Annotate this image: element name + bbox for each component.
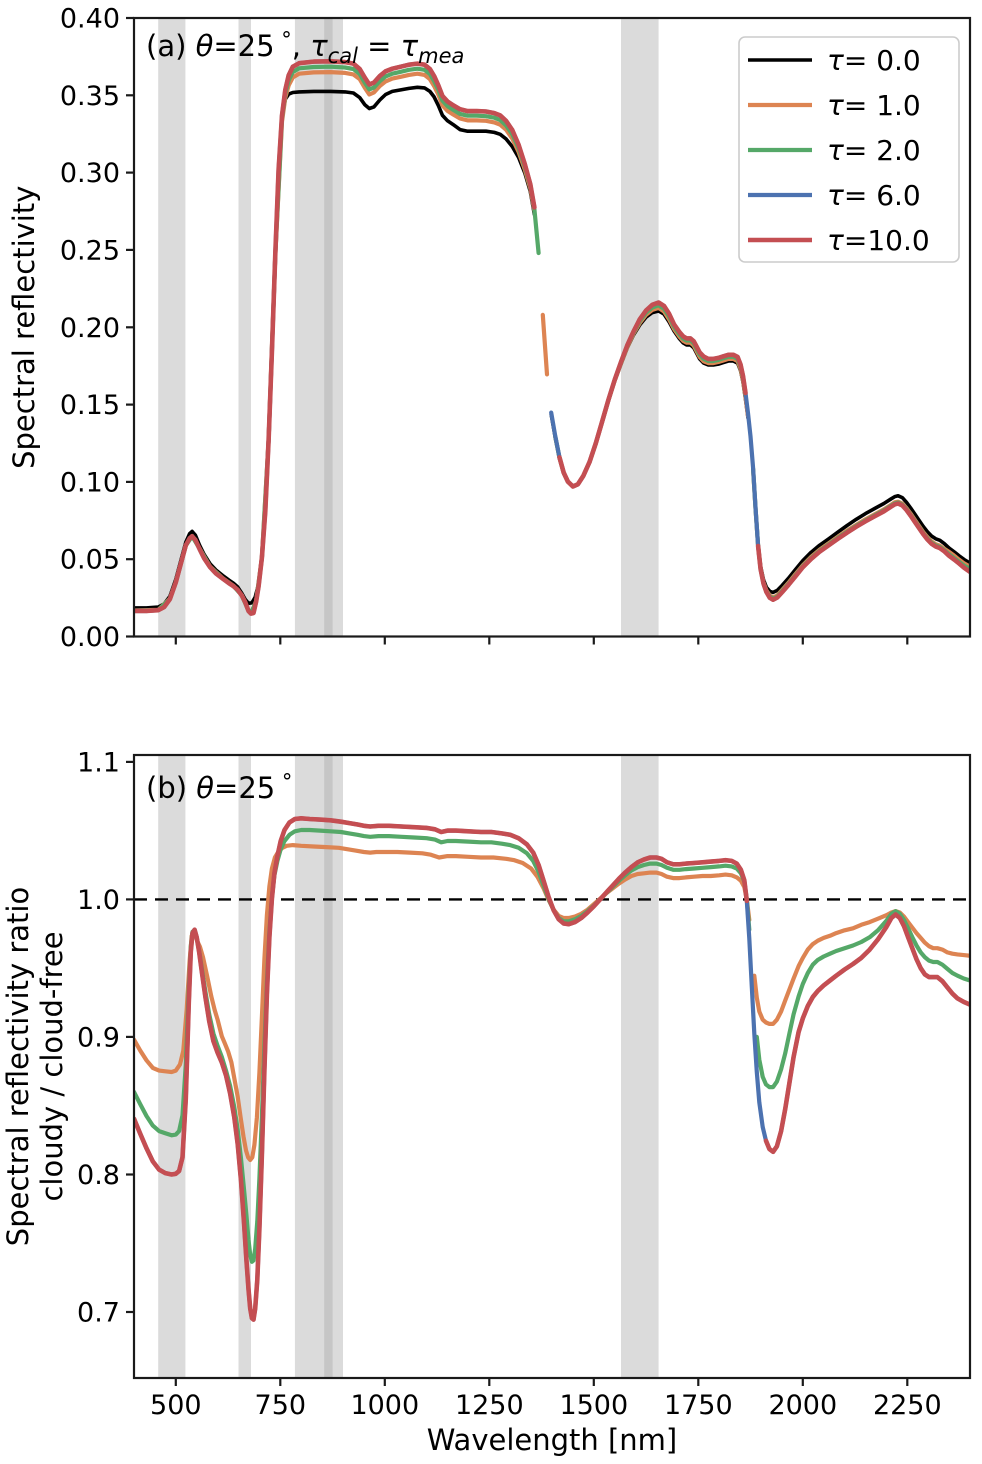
x-tick-label: 1250	[455, 1390, 524, 1421]
panel-a: 0.00 0.05 0.10 0.15 0.20 0.25 0.30 0.35 0.40 (a) …	[7, 4, 972, 653]
shaded-band	[621, 755, 659, 1378]
x-axis-label: Wavelength [nm]	[427, 1423, 678, 1457]
legend-label: τ= 6.0	[827, 179, 921, 212]
y-tick-label: 0.05	[60, 545, 120, 576]
shaded-band	[294, 18, 343, 637]
legend-label: τ=10.0	[827, 224, 930, 257]
y-tick-label: 1.1	[77, 747, 120, 778]
legend-box	[738, 36, 960, 263]
panel-a-title: (a) θ=25 °, τcal = τmea	[146, 28, 464, 68]
panel-a-ylabel-line1: Spectral reflectivity	[7, 186, 41, 469]
series-tau-1	[134, 70, 970, 616]
x-tick-label: 1500	[559, 1390, 628, 1421]
legend-label: τ= 1.0	[827, 89, 921, 122]
legend: τ= 0.0 τ= 1.0 τ= 2.0 τ= 6.0 τ=10.0	[738, 36, 960, 263]
x-tick-label: 500	[150, 1390, 202, 1421]
axes-spines	[132, 753, 972, 1380]
panel-b: 500 750 1000 1250 1500 1750 2000 2250 0.7 0.8 0.9 1…	[1, 747, 972, 1457]
legend-label: τ= 0.0	[827, 44, 921, 77]
y-tick-label: 0.10	[60, 467, 120, 498]
y-tick-label: 1.0	[77, 885, 120, 916]
y-tick-label: 0.15	[60, 390, 120, 421]
y-tick-label: 0.7	[77, 1298, 120, 1329]
x-tick-label: 1750	[664, 1390, 733, 1421]
series-tau-10	[134, 816, 970, 1322]
y-tick-label: 0.00	[60, 622, 120, 653]
y-tick-label: 0.25	[60, 235, 120, 266]
shaded-band	[238, 18, 251, 637]
shaded-band	[294, 755, 343, 1378]
x-tick-label: 2000	[768, 1390, 837, 1421]
y-tick-label: 0.35	[60, 81, 120, 112]
shaded-band	[158, 18, 186, 637]
panel-b-title: (b) θ=25 °	[146, 770, 292, 805]
y-tick-label: 0.8	[77, 1160, 120, 1191]
y-tick-label: 0.30	[60, 158, 120, 189]
legend-label: τ= 2.0	[827, 134, 921, 167]
shaded-band	[158, 755, 186, 1378]
x-tick-label: 1000	[350, 1390, 419, 1421]
y-tick-label: 0.20	[60, 313, 120, 344]
panel-b-ylabel-line1: Spectral reflectivity ratio	[1, 887, 35, 1246]
series-tau-1	[134, 843, 970, 1163]
shaded-band-dark	[324, 755, 333, 1378]
x-tick-label: 750	[255, 1390, 307, 1421]
x-tick-label: 2250	[873, 1390, 942, 1421]
panel-b-ylabel-line2: cloudy / cloud-free	[35, 931, 69, 1201]
y-tick-label: 0.40	[60, 4, 120, 35]
shaded-band-dark	[324, 18, 333, 637]
y-tick-label: 0.9	[77, 1022, 120, 1053]
series-tau-10	[134, 59, 970, 616]
